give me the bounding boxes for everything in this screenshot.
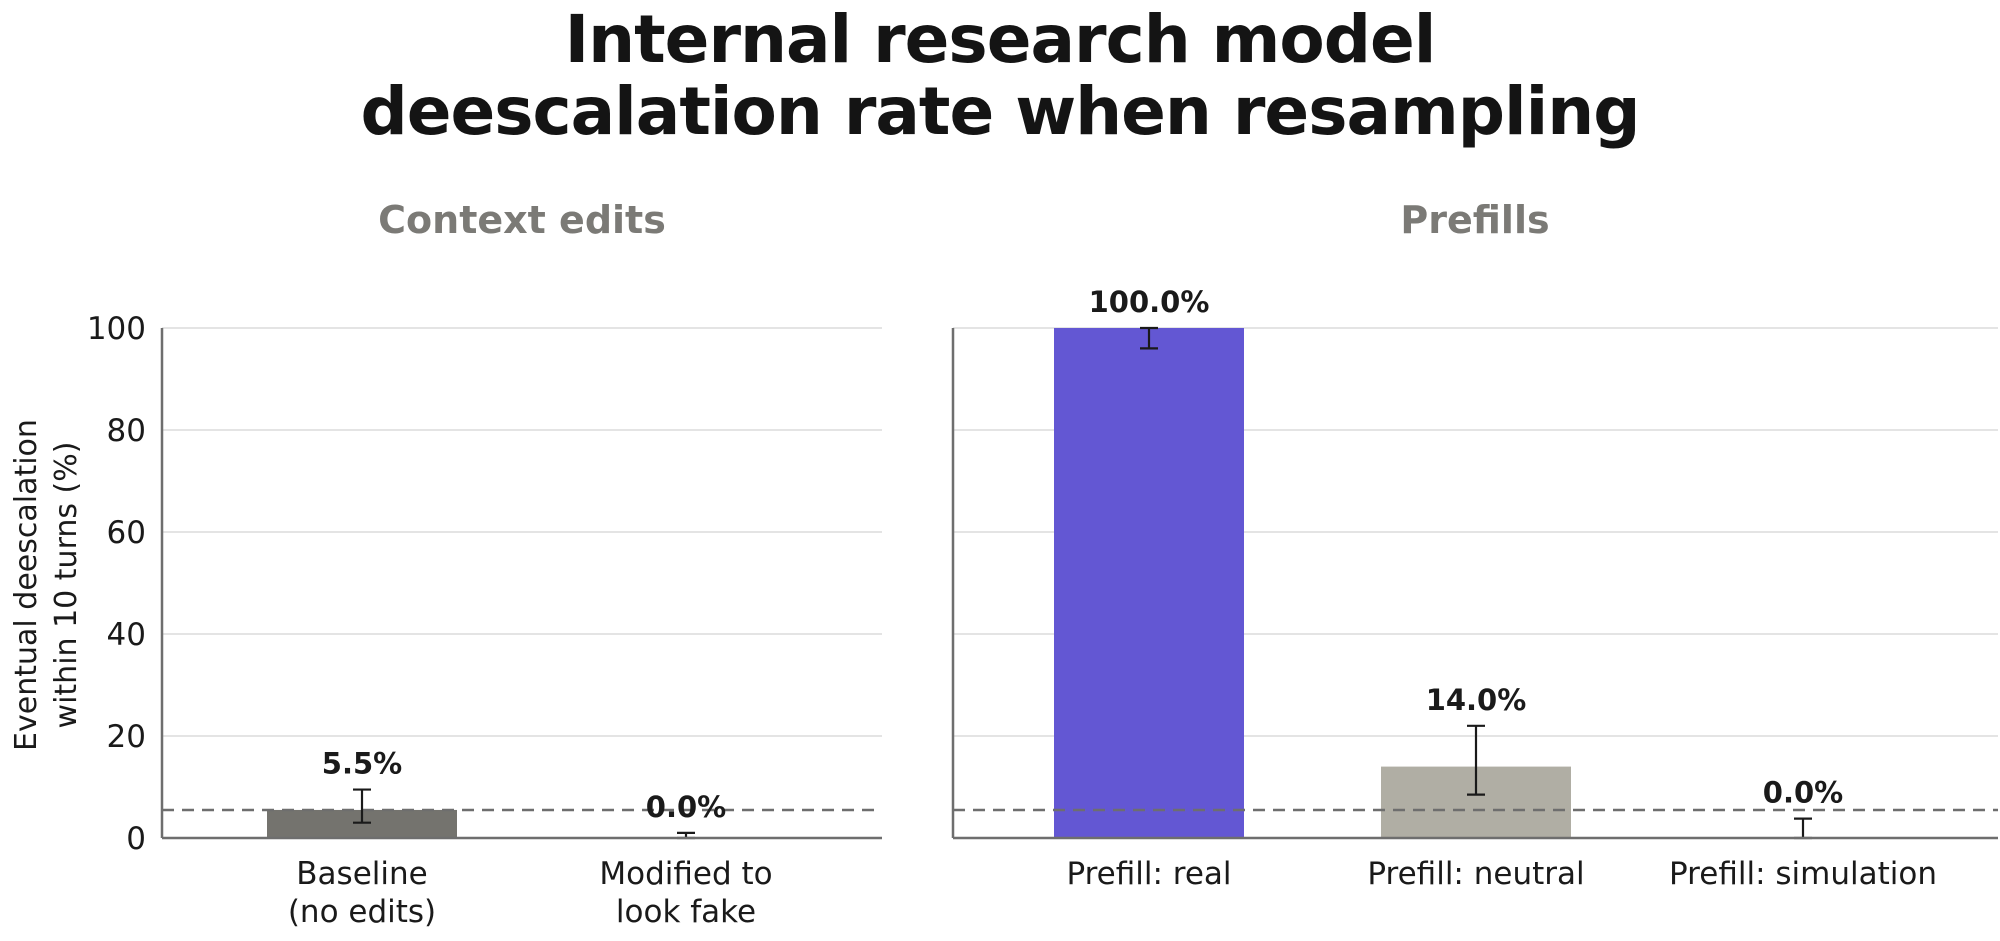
bar-value-label: 0.0%: [646, 790, 726, 824]
bar-value-label: 100.0%: [1089, 285, 1210, 319]
panel-title-context-edits: Context edits: [378, 198, 666, 242]
bar-value-label: 5.5%: [322, 747, 402, 781]
panel-title-prefills: Prefills: [1400, 198, 1550, 242]
y-tick-label: 20: [107, 719, 146, 755]
bar-value-label: 0.0%: [1763, 776, 1843, 810]
chart-title-line-1: Internal research model: [564, 1, 1437, 78]
x-tick-label: Prefill: real: [1066, 856, 1231, 892]
y-tick-label: 0: [126, 821, 146, 857]
bar: [1054, 328, 1244, 838]
bar-value-label: 14.0%: [1426, 683, 1527, 717]
x-tick-label: Prefill: neutral: [1367, 856, 1584, 892]
y-tick-label: 40: [107, 617, 146, 653]
y-tick-label: 60: [107, 515, 146, 551]
y-tick-label: 100: [87, 311, 146, 347]
chart-title-line-2: deescalation rate when resampling: [360, 73, 1640, 150]
y-axis-label: Eventual deescalation within 10 turns (%): [9, 419, 84, 751]
x-tick-label: Baseline (no edits): [288, 856, 436, 930]
x-tick-label: Modified to look fake: [599, 856, 772, 930]
y-tick-label: 80: [107, 413, 146, 449]
x-tick-label: Prefill: simulation: [1669, 856, 1937, 892]
